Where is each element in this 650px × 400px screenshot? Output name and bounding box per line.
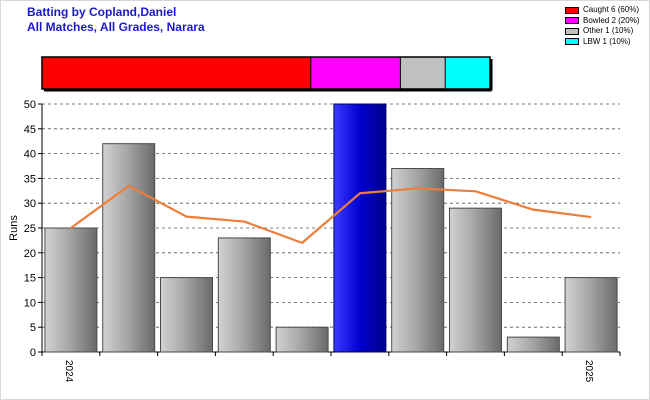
- stack-outline: [41, 56, 491, 90]
- dismissal-stacked-bar: [41, 56, 493, 92]
- legend-item-lbw: LBW 1 (10%): [565, 37, 639, 48]
- bar: [160, 277, 213, 353]
- runs-bars: [44, 103, 618, 353]
- bar: [275, 326, 329, 353]
- dismissal-legend: Caught 6 (60%) Bowled 2 (20%) Other 1 (1…: [565, 5, 639, 47]
- legend-swatch-other: [565, 27, 579, 35]
- stack-segment-other: [400, 57, 446, 89]
- x-tick-label: 2024: [63, 360, 74, 383]
- bar-highlight: [333, 103, 387, 353]
- y-tick-label: 45: [24, 124, 36, 136]
- average-line: [70, 184, 592, 244]
- bar: [217, 237, 271, 353]
- legend-item-caught: Caught 6 (60%): [565, 5, 639, 16]
- legend-label-lbw: LBW 1 (10%): [583, 36, 631, 46]
- x-tick-label: 2025: [583, 360, 594, 383]
- chart-title: Batting by Copland,Daniel All Matches, A…: [27, 5, 205, 35]
- legend-label-other: Other 1 (10%): [583, 26, 634, 35]
- y-tick-label: 0: [30, 347, 36, 359]
- legend-swatch-caught: [565, 6, 579, 14]
- y-tick-label: 20: [24, 248, 36, 260]
- stack-segment-lbw: [445, 57, 490, 89]
- chart-subtitle: All Matches, All Grades, Narara: [27, 20, 205, 34]
- bar: [102, 143, 156, 353]
- legend-label-bowled: Bowled 2 (20%): [583, 15, 640, 25]
- y-tick-label: 50: [24, 99, 36, 111]
- legend-label-caught: Caught 6 (60%): [583, 5, 640, 14]
- bar: [391, 167, 445, 353]
- stack-segment-caught: [42, 57, 311, 89]
- legend-item-bowled: Bowled 2 (20%): [565, 16, 639, 27]
- y-tick-label: 5: [30, 322, 36, 334]
- chart-title-line1: Batting by Copland,Daniel: [27, 5, 177, 19]
- legend-item-other: Other 1 (10%): [565, 26, 639, 37]
- legend-swatch-lbw: [565, 38, 579, 46]
- bar: [449, 207, 502, 353]
- average-line-path: [70, 184, 592, 244]
- legend-swatch-bowled: [565, 17, 579, 25]
- y-tick-label: 40: [24, 149, 36, 161]
- y-tick-label: 30: [24, 198, 36, 210]
- bar: [506, 336, 560, 353]
- y-tick-label: 25: [24, 223, 36, 235]
- bar: [44, 227, 98, 353]
- y-tick-label: 10: [24, 297, 36, 309]
- y-tick-label: 35: [24, 173, 36, 185]
- stack-segment-bowled: [310, 57, 401, 89]
- y-tick-label: 15: [24, 273, 36, 285]
- bar: [564, 277, 618, 353]
- y-axis-label: Runs: [8, 215, 20, 241]
